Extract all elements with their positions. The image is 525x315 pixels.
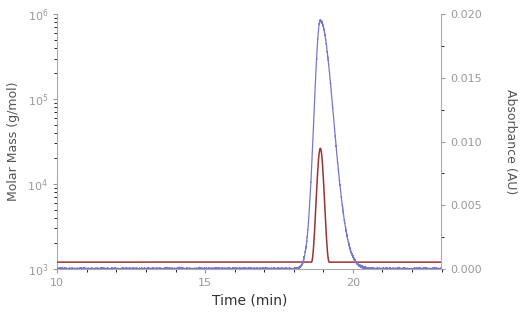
Y-axis label: Molar Mass (g/mol): Molar Mass (g/mol)	[7, 82, 20, 201]
Y-axis label: Absorbance (AU): Absorbance (AU)	[505, 89, 518, 194]
X-axis label: Time (min): Time (min)	[212, 294, 287, 307]
